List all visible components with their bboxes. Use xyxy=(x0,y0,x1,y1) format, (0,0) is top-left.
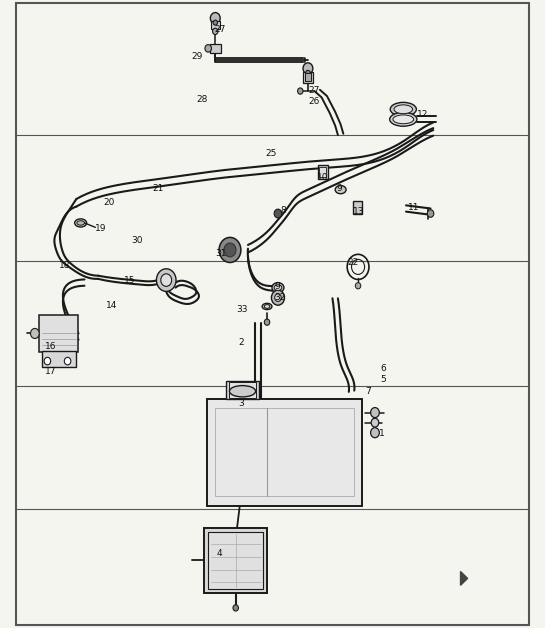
Ellipse shape xyxy=(252,410,263,416)
Ellipse shape xyxy=(390,112,417,126)
Circle shape xyxy=(371,418,379,427)
Text: 31: 31 xyxy=(215,249,227,257)
Ellipse shape xyxy=(264,305,270,308)
Text: 9: 9 xyxy=(274,283,280,291)
Text: 27: 27 xyxy=(308,86,319,95)
Text: 1: 1 xyxy=(379,429,385,438)
Ellipse shape xyxy=(394,105,413,114)
Circle shape xyxy=(371,428,379,438)
Circle shape xyxy=(64,357,71,365)
Circle shape xyxy=(298,88,303,94)
Circle shape xyxy=(31,328,39,338)
Text: 15: 15 xyxy=(124,276,136,285)
Ellipse shape xyxy=(390,102,416,116)
Bar xyxy=(39,315,78,352)
Ellipse shape xyxy=(274,284,282,290)
Circle shape xyxy=(355,283,361,289)
Circle shape xyxy=(224,243,236,257)
Text: 27: 27 xyxy=(215,25,226,34)
Circle shape xyxy=(306,70,310,75)
Circle shape xyxy=(156,269,176,291)
Text: 7: 7 xyxy=(365,387,371,396)
Text: 30: 30 xyxy=(131,236,142,245)
Text: 29: 29 xyxy=(191,52,203,61)
Bar xyxy=(353,201,362,214)
Bar xyxy=(210,44,221,53)
Circle shape xyxy=(44,357,51,365)
Ellipse shape xyxy=(272,283,284,293)
Circle shape xyxy=(303,63,313,74)
Ellipse shape xyxy=(75,219,87,227)
Ellipse shape xyxy=(335,186,346,193)
Text: 18: 18 xyxy=(59,261,70,269)
Text: 19: 19 xyxy=(95,224,107,233)
Ellipse shape xyxy=(393,115,414,124)
Text: 2: 2 xyxy=(238,338,244,347)
Circle shape xyxy=(213,28,218,35)
Text: 8: 8 xyxy=(281,206,287,215)
Bar xyxy=(305,73,311,81)
Ellipse shape xyxy=(77,220,84,225)
Text: 11: 11 xyxy=(408,203,419,212)
Text: 6: 6 xyxy=(380,364,386,373)
Text: 14: 14 xyxy=(106,301,118,310)
Circle shape xyxy=(274,209,282,218)
Circle shape xyxy=(233,605,239,611)
Text: 13: 13 xyxy=(353,207,365,215)
Text: 12: 12 xyxy=(417,110,428,119)
Bar xyxy=(204,528,267,593)
Bar xyxy=(42,351,76,367)
Text: 22: 22 xyxy=(348,258,359,267)
Ellipse shape xyxy=(262,303,272,310)
Circle shape xyxy=(210,13,220,24)
Circle shape xyxy=(371,408,379,418)
Circle shape xyxy=(264,319,270,325)
Text: 3: 3 xyxy=(238,399,244,408)
Text: 26: 26 xyxy=(308,97,319,106)
Text: 21: 21 xyxy=(153,184,164,193)
Circle shape xyxy=(271,290,284,305)
Bar xyxy=(207,399,362,506)
Ellipse shape xyxy=(229,386,256,397)
Circle shape xyxy=(275,294,281,301)
Text: 28: 28 xyxy=(196,95,208,104)
Circle shape xyxy=(219,237,241,263)
Bar xyxy=(226,381,259,399)
Bar xyxy=(229,382,256,398)
Bar xyxy=(319,167,326,177)
Circle shape xyxy=(213,20,217,25)
Text: 33: 33 xyxy=(236,305,247,314)
Text: 4: 4 xyxy=(216,550,222,558)
Circle shape xyxy=(427,210,434,217)
Bar xyxy=(208,532,263,589)
Text: 32: 32 xyxy=(274,293,286,302)
Circle shape xyxy=(161,274,172,286)
Bar xyxy=(211,21,220,29)
Circle shape xyxy=(251,398,264,413)
Bar xyxy=(318,165,328,179)
Text: 9: 9 xyxy=(336,184,342,193)
Text: 20: 20 xyxy=(104,198,115,207)
Text: 16: 16 xyxy=(45,342,56,351)
Text: 17: 17 xyxy=(45,367,56,376)
Polygon shape xyxy=(461,571,468,585)
Circle shape xyxy=(205,45,211,52)
Bar xyxy=(215,408,354,496)
Text: 10: 10 xyxy=(317,173,329,181)
Text: 25: 25 xyxy=(265,149,277,158)
Bar xyxy=(303,72,313,83)
Text: 5: 5 xyxy=(380,376,386,384)
